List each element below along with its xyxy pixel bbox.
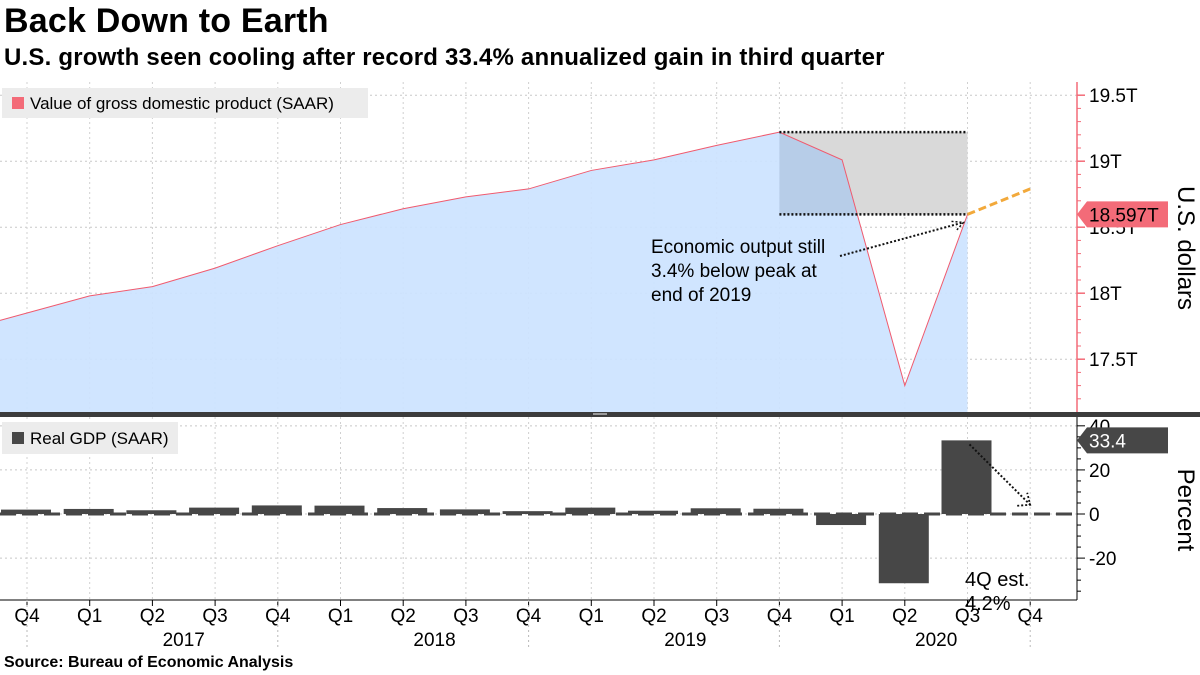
annotation-arrow-top bbox=[839, 221, 964, 257]
top-ytick-label-0: 17.5T bbox=[1089, 350, 1138, 371]
bar-2017-q4 bbox=[251, 505, 302, 515]
bottom-legend-label: Real GDP (SAAR) bbox=[30, 429, 169, 448]
top-ytick-label-1: 18T bbox=[1089, 284, 1122, 305]
bottom-y-axis-label: Percent bbox=[1172, 469, 1199, 552]
bar-2019-q2 bbox=[628, 510, 678, 515]
bottom-legend-box bbox=[2, 422, 178, 454]
gdp-area bbox=[0, 132, 968, 412]
bar-2018-q4 bbox=[502, 511, 553, 515]
x-quarter-label-7: Q3 bbox=[453, 606, 478, 627]
top-y-axis-label: U.S. dollars bbox=[1172, 186, 1199, 310]
annotation-top: Economic output still 3.4% below peak at… bbox=[651, 237, 831, 306]
top-legend-box bbox=[2, 88, 368, 118]
bar-2017-q2 bbox=[126, 510, 177, 515]
x-quarter-label-2: Q2 bbox=[140, 606, 165, 627]
gdp-area-line bbox=[0, 131, 968, 388]
bottom-badge-value: 33.4 bbox=[1089, 431, 1126, 452]
real-gdp-bars bbox=[1, 440, 992, 584]
panel-divider-grip bbox=[593, 413, 607, 415]
bottom-legend-swatch bbox=[12, 432, 24, 444]
annotation-bottom-line-2: 4.2% bbox=[965, 593, 1011, 615]
bottom-badge-shape bbox=[1077, 427, 1168, 454]
bar-2020-q2 bbox=[878, 514, 929, 584]
chart-title: Back Down to Earth bbox=[4, 2, 329, 40]
top-badge-value: 18.597T bbox=[1089, 205, 1159, 226]
bottom-ytick-label-0: -20 bbox=[1089, 549, 1116, 570]
annotation-arrowhead-bottom bbox=[1017, 492, 1032, 507]
x-year-label-2017: 2017 bbox=[163, 630, 205, 651]
top-ytick-label-4: 19.5T bbox=[1089, 86, 1138, 107]
annotation-arrowhead-top bbox=[951, 220, 966, 232]
top-badge-shape bbox=[1077, 201, 1168, 228]
x-quarter-label-15: Q3 bbox=[955, 606, 980, 627]
bar-2018-q3 bbox=[439, 509, 490, 515]
bar-2019-q1 bbox=[565, 507, 616, 515]
top-legend-swatch bbox=[12, 97, 24, 109]
top-legend: Value of gross domestic product (SAAR) bbox=[2, 88, 368, 118]
bar-2017-q3 bbox=[189, 507, 240, 515]
top-last-value-badge: 18.597T bbox=[1077, 201, 1168, 228]
x-year-label-2019: 2019 bbox=[664, 630, 706, 651]
bar-2020-q1 bbox=[816, 514, 867, 526]
x-quarter-label-9: Q1 bbox=[579, 606, 604, 627]
annotation-top-line-1: Economic output still bbox=[651, 237, 825, 258]
annotation-bottom: 4Q est. 4.2% bbox=[965, 569, 1035, 615]
x-quarter-label-6: Q2 bbox=[391, 606, 416, 627]
bottom-last-value-badge: 33.4 bbox=[1077, 427, 1168, 454]
x-quarter-label-13: Q1 bbox=[829, 606, 854, 627]
annotation-top-line-3: end of 2019 bbox=[651, 285, 751, 306]
annotation-bottom-line-1: 4Q est. bbox=[965, 569, 1029, 591]
bar-2018-q1 bbox=[314, 505, 365, 515]
bar-2018-q2 bbox=[377, 508, 428, 515]
bar-2017-q1 bbox=[63, 508, 114, 515]
x-quarter-label-10: Q2 bbox=[641, 606, 666, 627]
source-note: Source: Bureau of Economic Analysis bbox=[4, 654, 294, 671]
x-year-label-2018: 2018 bbox=[413, 630, 455, 651]
top-ytick-label-3: 19T bbox=[1089, 152, 1122, 173]
bar-2016-q4 bbox=[1, 509, 51, 515]
x-quarter-label-1: Q1 bbox=[77, 606, 102, 627]
bar-2019-q3 bbox=[690, 508, 741, 515]
bottom-ytick-label-1: 0 bbox=[1089, 505, 1100, 526]
x-quarter-label-11: Q3 bbox=[704, 606, 729, 627]
x-quarter-label-3: Q3 bbox=[202, 606, 227, 627]
x-quarter-label-14: Q2 bbox=[892, 606, 917, 627]
chart-subtitle: U.S. growth seen cooling after record 33… bbox=[4, 44, 885, 71]
x-year-label-2020: 2020 bbox=[915, 630, 957, 651]
x-quarter-label-5: Q1 bbox=[328, 606, 353, 627]
bottom-legend: Real GDP (SAAR) bbox=[2, 422, 178, 454]
bottom-ytick-label-2: 20 bbox=[1089, 461, 1110, 482]
top-legend-label: Value of gross domestic product (SAAR) bbox=[30, 94, 334, 113]
bar-2020-q3 bbox=[941, 440, 992, 515]
bar-2019-q4 bbox=[753, 508, 804, 515]
annotation-top-line-2: 3.4% below peak at bbox=[651, 261, 818, 282]
